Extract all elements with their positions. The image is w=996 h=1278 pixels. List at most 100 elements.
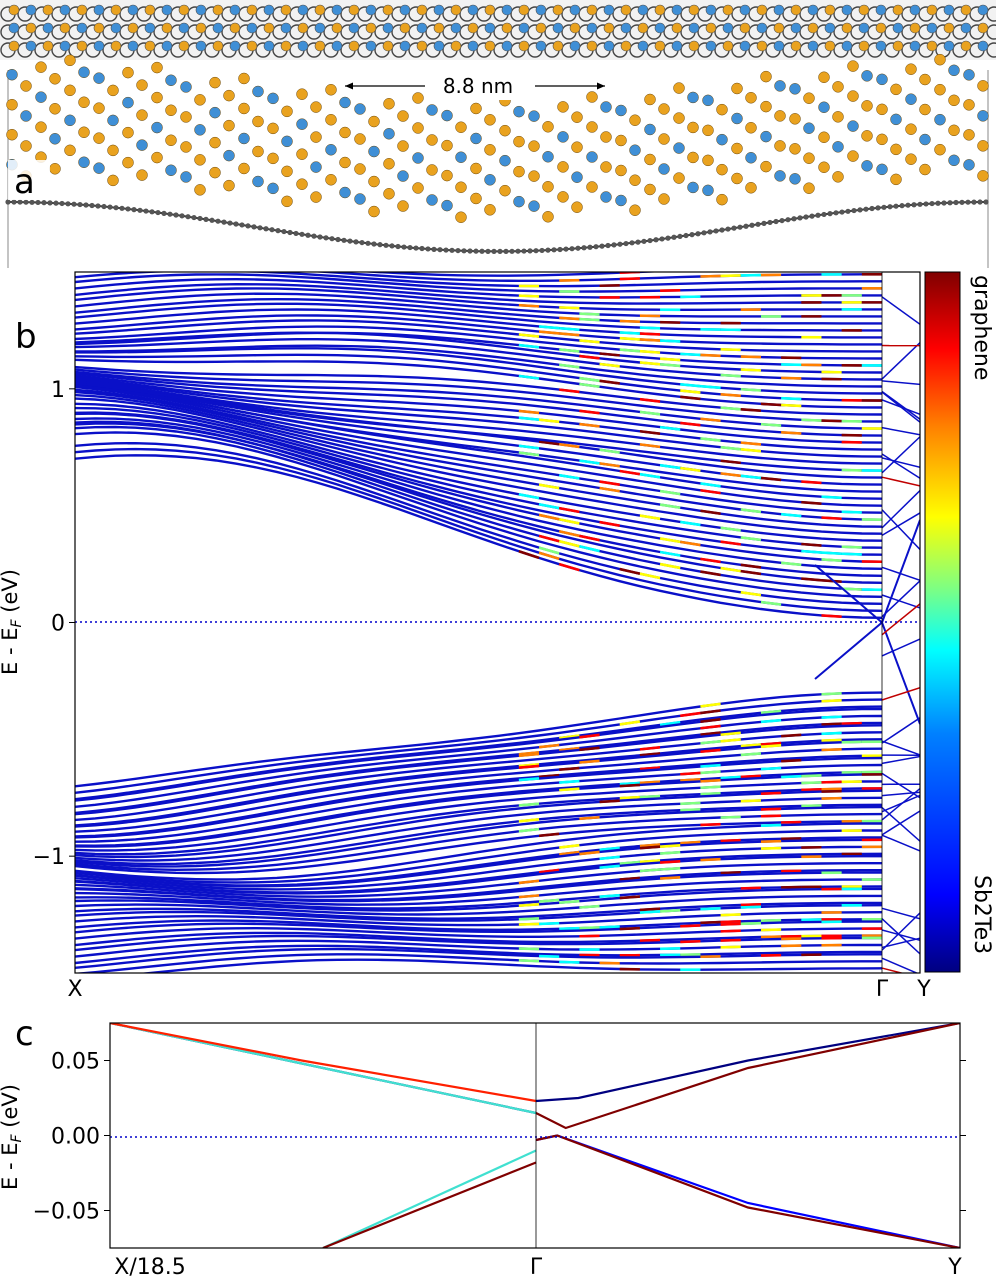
conduction-band — [75, 381, 883, 472]
te-atom — [296, 148, 308, 160]
band-segment — [599, 352, 620, 357]
te-atom — [600, 131, 612, 143]
band-segment — [841, 545, 862, 549]
band-segment — [700, 482, 721, 488]
te-atom — [644, 93, 656, 106]
band-segment — [659, 876, 681, 880]
sb-atom — [948, 64, 960, 77]
band-segment — [579, 926, 600, 930]
sb-atom — [861, 160, 873, 172]
carbon-atom — [293, 230, 299, 237]
carbon-atom — [131, 207, 137, 213]
carbon-atom — [791, 216, 797, 222]
carbon-atom — [59, 200, 65, 207]
carbon-atom — [743, 223, 749, 229]
band-segment — [821, 722, 842, 726]
carbon-atom — [977, 199, 983, 205]
scale-label: 8.8 nm — [443, 74, 513, 98]
conduction-band — [75, 393, 883, 528]
te-atom — [586, 91, 598, 103]
valence-band — [75, 698, 883, 794]
band-segment — [740, 563, 762, 569]
band-segment — [720, 406, 741, 411]
carbon-atom — [335, 236, 341, 243]
te-atom — [49, 103, 61, 115]
te-atom — [64, 144, 76, 157]
band-segment — [781, 512, 802, 518]
band-segment — [639, 845, 661, 850]
band-segment — [579, 759, 600, 764]
te-atom — [745, 122, 757, 134]
band-segment — [538, 534, 560, 543]
conduction-band — [75, 277, 882, 299]
te-atom — [59, 22, 71, 34]
band-segment — [700, 791, 721, 796]
arrowhead-right-icon — [597, 82, 605, 90]
band-segment — [821, 495, 842, 500]
band-segment — [518, 333, 540, 338]
band-segment — [821, 699, 842, 703]
carbon-atom — [329, 236, 335, 242]
carbon-atom — [701, 230, 707, 236]
sb-atom — [603, 40, 615, 52]
te-atom — [78, 126, 90, 139]
sb-atom — [426, 104, 438, 116]
carbon-atom — [809, 213, 815, 219]
band-segment — [518, 409, 540, 415]
valence-band — [75, 789, 883, 859]
te-atom — [281, 105, 293, 118]
te-atom — [212, 40, 224, 52]
band-segment — [780, 561, 802, 567]
sb-atom — [212, 22, 224, 34]
carbon-atom — [695, 231, 701, 237]
carbon-atom — [29, 199, 35, 205]
te-atom — [847, 150, 859, 162]
te-atom — [702, 124, 714, 137]
band-segment — [659, 550, 681, 557]
sb-atom — [127, 4, 139, 16]
sb-atom — [919, 133, 931, 146]
te-atom — [194, 94, 206, 106]
carbon-atom — [353, 239, 359, 245]
sb-atom — [195, 4, 207, 16]
band-segment — [579, 376, 600, 383]
te-atom — [890, 173, 902, 186]
valence-band — [75, 871, 883, 903]
sb-atom — [705, 4, 717, 16]
carbon-atom — [143, 208, 149, 214]
te-atom — [518, 40, 530, 52]
band-segment — [801, 480, 822, 485]
band-segment — [639, 429, 661, 436]
band-segment — [639, 472, 661, 479]
carbon-atom — [659, 236, 665, 242]
band-segment — [538, 868, 560, 874]
te-atom — [178, 4, 190, 16]
band-segment — [579, 382, 600, 389]
carbon-atom — [923, 201, 929, 207]
band-segment — [680, 801, 701, 806]
carbon-atom — [893, 203, 899, 209]
te-atom — [136, 79, 148, 91]
te-atom — [557, 191, 569, 203]
xtick-label: Y — [947, 1255, 962, 1278]
sb-atom — [252, 175, 264, 188]
band-segment — [700, 857, 721, 862]
carbon-atom — [749, 222, 755, 228]
valence-band — [138, 958, 883, 973]
band-lines — [75, 272, 920, 973]
te-atom — [586, 181, 598, 193]
carbon-atom — [575, 245, 581, 251]
band-segment — [659, 489, 681, 496]
band-segment — [720, 920, 741, 924]
carbon-atom — [941, 200, 947, 206]
band-segment — [700, 274, 721, 278]
band-segment — [740, 368, 762, 372]
sb-atom — [35, 91, 47, 103]
te-atom — [178, 40, 190, 52]
band-segment — [760, 846, 782, 850]
sb-atom — [542, 151, 554, 163]
conduction-band — [75, 411, 883, 556]
sb-atom — [484, 22, 496, 34]
te-atom — [93, 22, 105, 34]
band-segment — [599, 864, 620, 869]
